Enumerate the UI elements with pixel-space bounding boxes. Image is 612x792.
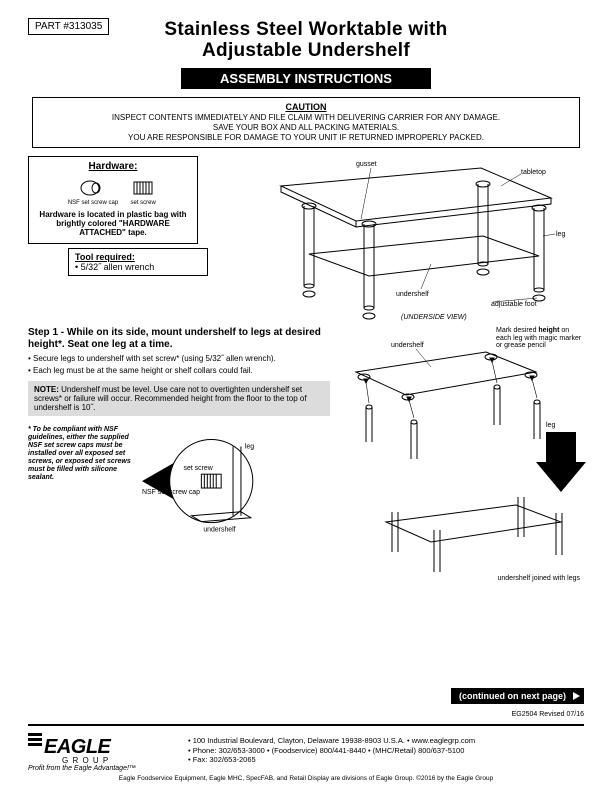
step1-bullet-1: • Secure legs to undershelf with set scr…: [28, 354, 330, 363]
main-diagram: gusset tabletop leg undershelf adjustabl…: [218, 156, 584, 321]
assembly-instructions-bar: ASSEMBLY INSTRUCTIONS: [181, 68, 431, 89]
contact-block: • 100 Industrial Boulevard, Clayton, Del…: [188, 736, 584, 765]
detail-leg: leg: [245, 443, 254, 450]
step-right-diagrams: Mark desired height on each leg with mag…: [336, 327, 586, 582]
footer: EAGLE G R O U P Profit from the Eagle Ad…: [28, 724, 584, 782]
nsf-cap-icon: [78, 176, 108, 198]
label-foot: adjustable foot: [491, 301, 537, 308]
detail-cap-label: NSF set screw cap: [142, 489, 200, 496]
caution-box: CAUTION INSPECT CONTENTS IMMEDIATELY AND…: [32, 97, 580, 148]
label-undershelf: undershelf: [396, 291, 429, 298]
rlabel-leg: leg: [546, 422, 555, 429]
part-number-box: PART #313035: [28, 18, 109, 35]
step1-bullet-2: • Each leg must be at the same height or…: [28, 366, 330, 375]
copyright-line: Eagle Foodservice Equipment, Eagle MHC, …: [28, 775, 584, 782]
title-line-1: Stainless Steel Worktable with: [164, 19, 447, 40]
caution-heading: CAUTION: [41, 102, 571, 113]
logo-sub: G R O U P: [44, 756, 178, 765]
hardware-box: Hardware: NSF set screw cap set screw: [28, 156, 198, 244]
contact-line-2: • Phone: 302/653-3000 • (Foodservice) 80…: [188, 746, 584, 756]
label-view: (UNDERSIDE VIEW): [401, 314, 467, 321]
hw-label-2: set screw: [128, 200, 158, 206]
hardware-heading: Hardware:: [35, 161, 191, 172]
caution-line-2: SAVE YOUR BOX AND ALL PACKING MATERIALS.: [41, 123, 571, 133]
label-leg: leg: [556, 231, 565, 238]
caution-line-3: YOU ARE RESPONSIBLE FOR DAMAGE TO YOUR U…: [41, 133, 571, 143]
note-body: Undershelf must be level. Use care not t…: [34, 385, 307, 412]
caution-line-1: INSPECT CONTENTS IMMEDIATELY AND FILE CL…: [41, 113, 571, 123]
set-screw-icon: [128, 176, 158, 198]
revision-label: EG2504 Revised 07/16: [512, 711, 584, 718]
label-tabletop: tabletop: [521, 169, 546, 176]
hardware-note: Hardware is located in plastic bag with …: [35, 210, 191, 237]
detail-undershelf: undershelf: [203, 527, 235, 534]
title-line-2: Adjustable Undershelf: [202, 40, 410, 61]
tools-item: • 5/32˝ allen wrench: [75, 262, 201, 272]
large-arrow-icon: [536, 432, 586, 492]
footer-rule: [28, 724, 584, 726]
logo-block: EAGLE G R O U P Profit from the Eagle Ad…: [28, 729, 178, 772]
mark-note: Mark desired height on each leg with mag…: [496, 327, 586, 350]
contact-line-3: • Fax: 302/653-2065: [188, 755, 584, 765]
main-title: Stainless Steel Worktable with Adjustabl…: [28, 20, 584, 62]
label-gusset: gusset: [356, 161, 377, 168]
hw-label-1: NSF set screw cap: [68, 200, 118, 206]
detail-setscrew: set screw: [184, 465, 213, 472]
detail-diagram: leg set screw undershelf NSF set screw c…: [142, 426, 330, 556]
tools-box: Tool required: • 5/32˝ allen wrench: [68, 248, 208, 276]
contact-line-1: • 100 Industrial Boulevard, Clayton, Del…: [188, 736, 584, 746]
logo-tagline: Profit from the Eagle Advantage!™: [28, 765, 178, 772]
note-lead: NOTE:: [34, 385, 59, 394]
tools-heading: Tool required:: [75, 252, 201, 262]
rlabel-undershelf: undershelf: [391, 342, 424, 349]
nsf-footnote: * To be compliant with NSF guidelines, e…: [28, 426, 138, 556]
note-box: NOTE: Undershelf must be level. Use care…: [28, 381, 330, 416]
joined-label: undershelf joined with legs: [498, 575, 581, 582]
continued-bar: (continued on next page): [451, 688, 584, 704]
step1-heading: Step 1 - While on its side, mount unders…: [28, 327, 330, 351]
